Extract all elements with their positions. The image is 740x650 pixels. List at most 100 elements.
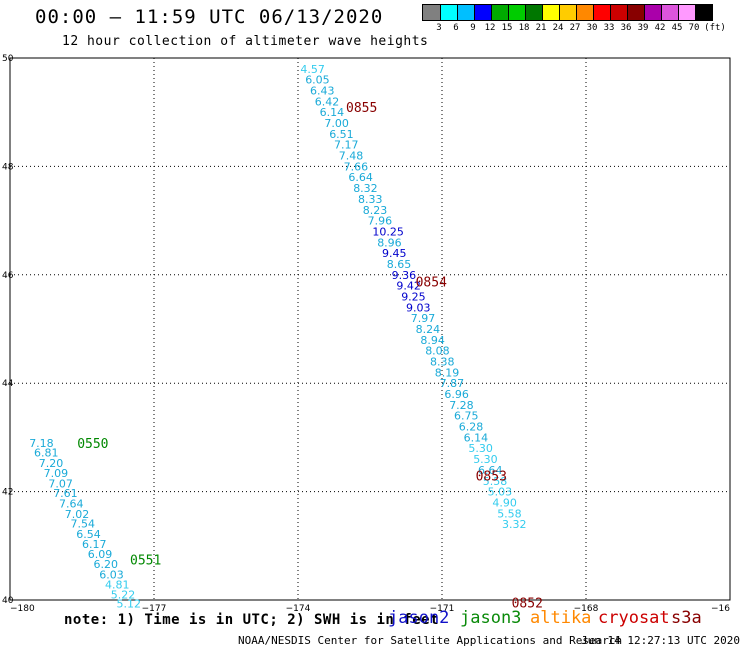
- swh-value: 6.75: [454, 410, 479, 423]
- swh-value: 9.03: [406, 301, 431, 314]
- swh-value: 6.54: [76, 528, 101, 541]
- satellite-legend-altika: altika: [530, 608, 592, 628]
- swh-value: 5.58: [497, 507, 522, 520]
- map-subtitle: 12 hour collection of altimeter wave hei…: [62, 34, 429, 49]
- swh-value: 7.02: [65, 508, 90, 521]
- legend-swatch: [644, 5, 661, 20]
- footnote: note: 1) Time is in UTC; 2) SWH is in fe…: [64, 612, 440, 628]
- swh-value: 8.94: [420, 334, 445, 347]
- legend-swatch: [508, 5, 525, 20]
- satellite-legend-jason3: jason3: [460, 608, 522, 628]
- swh-value: 9.42: [396, 280, 421, 293]
- x-tick-label: −177: [142, 604, 167, 614]
- swh-value: 7.18: [29, 437, 54, 450]
- swh-value: 7.96: [368, 215, 393, 228]
- legend-label: 15: [501, 23, 513, 33]
- swh-value: 9.45: [382, 247, 407, 260]
- satellite-legend-cryosat: cryosat: [598, 608, 670, 628]
- swh-value: 6.03: [99, 569, 124, 582]
- swh-value: 8.33: [358, 193, 383, 206]
- swh-value: 3.32: [502, 518, 527, 531]
- swh-value: 9.36: [392, 269, 417, 282]
- pass-time-label: 0853: [476, 469, 507, 484]
- pass-time-label: 0852: [512, 597, 543, 612]
- swh-value: 10.25: [372, 225, 404, 238]
- swh-value: 5.30: [468, 442, 493, 455]
- swh-value: 5.12: [117, 597, 142, 610]
- legend-label: 42: [654, 23, 666, 33]
- swh-value: 6.51: [329, 128, 354, 141]
- swh-value: 6.09: [88, 548, 113, 561]
- swh-value: 6.14: [320, 106, 345, 119]
- legend-swatch: [474, 5, 491, 20]
- swh-value: 6.96: [444, 388, 469, 401]
- legend-label: 45: [671, 23, 683, 33]
- swh-value: 7.64: [59, 498, 84, 511]
- legend-label: 33: [603, 23, 615, 33]
- color-legend: 3 6 9 12 15 18 21 24 27 30 33 36 39 42 45 70 (ft): [422, 4, 726, 35]
- satellite-legend-s3a: s3a: [671, 608, 702, 628]
- swh-value: 5.30: [473, 453, 498, 466]
- swh-value: 5.58: [483, 475, 508, 488]
- legend-label: (ft): [704, 23, 726, 33]
- satellite-legend-jason2: jason2: [388, 608, 450, 628]
- legend-label: 9: [470, 23, 476, 33]
- swh-value: 6.14: [464, 431, 489, 444]
- swh-value: 8.24: [416, 323, 441, 336]
- pass-time-label: 0854: [416, 275, 447, 290]
- swh-value: 8.38: [430, 356, 455, 369]
- swh-value: 7.54: [70, 518, 95, 531]
- swh-value: 4.81: [105, 578, 130, 591]
- swh-value: 6.20: [94, 558, 119, 571]
- legend-swatch: [542, 5, 559, 20]
- x-tick-label: −171: [430, 604, 455, 614]
- generated-timestamp: Jun 14 12:27:13 UTC 2020: [581, 634, 740, 647]
- swh-value: 7.66: [344, 160, 369, 173]
- legend-label: 27: [569, 23, 581, 33]
- y-tick-label: 50: [2, 54, 14, 64]
- swh-value: 6.43: [310, 85, 335, 98]
- swh-value: 7.48: [339, 150, 364, 163]
- legend-label: 21: [535, 23, 547, 33]
- swh-value: 7.20: [39, 457, 64, 470]
- legend-label: 24: [552, 23, 564, 33]
- credit-text: NOAA/NESDIS Center for Satellite Applica…: [238, 634, 623, 647]
- legend-swatch: [695, 5, 712, 20]
- swh-value: 7.09: [44, 467, 69, 480]
- swh-value: 7.28: [449, 399, 474, 412]
- swh-value: 7.00: [324, 117, 349, 130]
- x-tick-label: −16: [711, 604, 730, 614]
- legend-swatch: [491, 5, 508, 20]
- swh-value: 8.08: [425, 345, 450, 358]
- legend-swatches: [422, 4, 713, 21]
- legend-label: 3: [436, 23, 442, 33]
- y-tick-label: 42: [2, 488, 13, 498]
- x-tick-label: −174: [286, 604, 311, 614]
- legend-swatch: [678, 5, 695, 20]
- legend-swatch: [661, 5, 678, 20]
- legend-label: 30: [586, 23, 598, 33]
- swh-value: 4.90: [492, 496, 517, 509]
- legend-swatch: [593, 5, 610, 20]
- swh-value: 6.17: [82, 538, 107, 551]
- swh-value: 6.64: [348, 171, 373, 184]
- swh-value: 6.28: [459, 421, 484, 434]
- swh-value: 6.42: [315, 95, 340, 108]
- legend-label: 6: [453, 23, 459, 33]
- legend-label: 70: [688, 23, 700, 33]
- swh-value: 7.07: [48, 477, 73, 490]
- map-frame: [9, 57, 731, 601]
- swh-value: 8.96: [377, 236, 402, 249]
- y-tick-label: 40: [2, 596, 14, 606]
- legend-swatch: [559, 5, 576, 20]
- legend-swatch: [457, 5, 474, 20]
- pass-time-label: 0550: [77, 437, 108, 452]
- swh-value: 8.65: [387, 258, 412, 271]
- swh-value: 6.05: [305, 74, 330, 87]
- swh-value: 8.19: [435, 366, 460, 379]
- pass-time-label: 0855: [346, 101, 377, 116]
- swh-value: 6.81: [34, 447, 59, 460]
- legend-label: 36: [620, 23, 632, 33]
- swh-value: 7.97: [411, 312, 436, 325]
